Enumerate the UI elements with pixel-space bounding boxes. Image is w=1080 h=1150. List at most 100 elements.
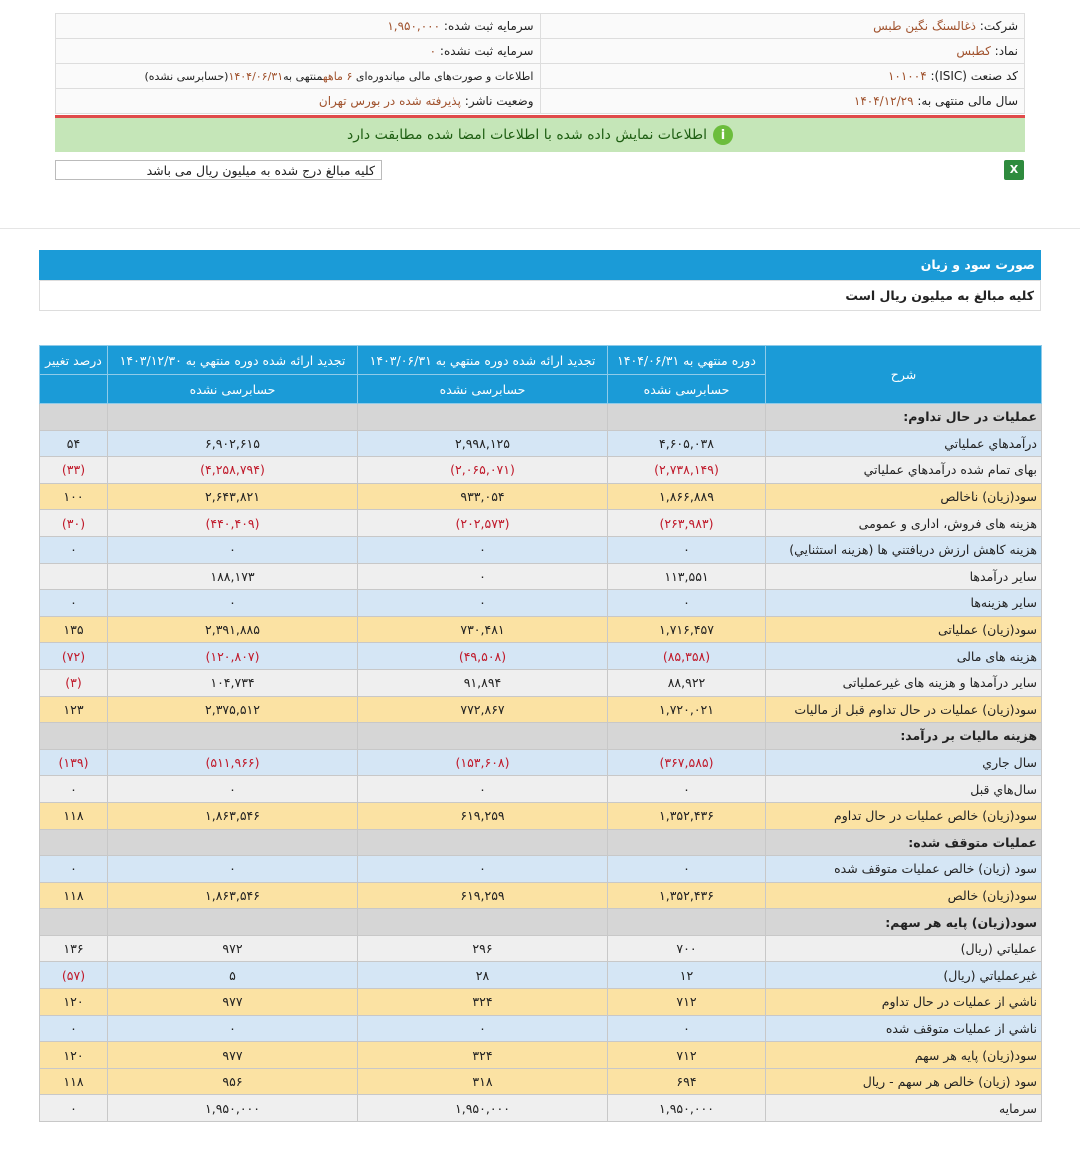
value-prior-period	[357, 908, 608, 936]
value-current: ۱۲	[607, 961, 766, 990]
value-current: ۷۰۰	[607, 934, 766, 963]
table-row: سود (زیان) خالص هر سهم - ریال ۶۹۴ ۳۱۸ ۹۵۶ ۱۱…	[39, 1067, 1042, 1096]
unreg-capital-value: ۰	[429, 44, 437, 58]
row-description: سایر درآمدها و هزینه های غیرعملیاتی	[765, 668, 1042, 697]
table-row: سایر درآمدها ۱۱۳,۵۵۱ ۰ ۱۸۸,۱۷۳	[39, 562, 1042, 591]
percent-change: ۱۲۰	[39, 988, 108, 1016]
header-col1: دوره منتهي به ۱۴۰۴/۰۶/۳۱	[607, 345, 766, 375]
value-prior-year: ۵	[107, 961, 358, 990]
row-description: سود(زیان) عملیات در حال تداوم قبل از مال…	[765, 695, 1042, 724]
percent-change: ۰	[39, 775, 108, 803]
fiscal-year-label: سال مالی منتهی به:	[917, 94, 1018, 108]
value-prior-period: ۰	[357, 535, 608, 564]
row-description: سود(زیان) خالص عملیات در حال تداوم	[765, 801, 1042, 830]
value-prior-period: (۲,۰۶۵,۰۷۱)	[357, 456, 608, 484]
row-description: بهای تمام شده درآمدهاي عملياتي	[765, 456, 1042, 484]
table-row: هزینه کاهش ارزش دریافتني ها (هزینه استثن…	[39, 535, 1042, 564]
value-current: ۱,۹۵۰,۰۰۰	[607, 1094, 766, 1123]
percent-change: ۱۱۸	[39, 1067, 108, 1096]
percent-change	[39, 722, 108, 750]
value-current	[607, 908, 766, 936]
percent-change	[39, 403, 108, 431]
value-prior-period: ۰	[357, 775, 608, 803]
value-current: ۰	[607, 855, 766, 883]
table-row: عملیاتي (ریال) ۷۰۰ ۲۹۶ ۹۷۲ ۱۳۶	[39, 934, 1042, 963]
report-cell: اطلاعات و صورت‌های مالی میاندوره‌ای ۶ ما…	[55, 63, 541, 89]
percent-change: ۰	[39, 535, 108, 564]
value-prior-year: ۶,۹۰۲,۶۱۵	[107, 429, 358, 458]
value-prior-year: ۹۷۲	[107, 934, 358, 963]
value-current: ۰	[607, 775, 766, 803]
isic-value: ۱۰۱۰۰۴	[887, 69, 927, 83]
value-prior-period: ۰	[357, 589, 608, 617]
reg-capital-label: سرمایه ثبت شده:	[443, 19, 534, 33]
value-prior-year	[107, 403, 358, 431]
percent-change: ۰	[39, 855, 108, 883]
status-value: پذیرفته شده در بورس تهران	[318, 94, 461, 108]
value-prior-year: ۱,۸۶۳,۵۴۶	[107, 881, 358, 910]
notice-text: اطلاعات نمایش داده شده با اطلاعات امضا ش…	[347, 127, 707, 143]
table-row: سود(زیان) عملیات در حال تداوم قبل از مال…	[39, 695, 1042, 724]
header-pct: درصد تغییر	[39, 345, 108, 375]
value-prior-year: ۰	[107, 1014, 358, 1043]
value-prior-year: ۱۸۸,۱۷۳	[107, 562, 358, 591]
value-prior-period: (۱۵۳,۶۰۸)	[357, 748, 608, 777]
row-description: سایر هزینه‌ها	[765, 589, 1042, 617]
reg-capital-value: ۱,۹۵۰,۰۰۰	[387, 19, 441, 33]
value-prior-year	[107, 722, 358, 750]
page-divider	[0, 228, 1080, 229]
value-prior-period: ۰	[357, 855, 608, 883]
value-prior-year: ۱,۹۵۰,۰۰۰	[107, 1094, 358, 1123]
status-label: وضعیت ناشر:	[464, 94, 534, 108]
unreg-capital-label: سرمایه ثبت نشده:	[439, 44, 534, 58]
value-current: ۱,۷۱۶,۴۵۷	[607, 615, 766, 644]
company-label: شرکت:	[979, 19, 1018, 33]
row-description: درآمدهاي عملياتي	[765, 429, 1042, 458]
value-prior-year: ۰	[107, 855, 358, 883]
value-current: ۷۱۲	[607, 1041, 766, 1069]
excel-export-icon[interactable]: X	[1004, 160, 1024, 180]
symbol-cell: نماد: کطبس	[539, 38, 1025, 64]
income-statement-table: شرح دوره منتهي به ۱۴۰۴/۰۶/۳۱ تجدید ارائه…	[39, 345, 1042, 1123]
value-prior-period: (۴۹,۵۰۸)	[357, 642, 608, 670]
section-subtitle: کلیه مبالغ به میلیون ریال است	[39, 280, 1041, 311]
table-row: سال جاري (۳۶۷,۵۸۵) (۱۵۳,۶۰۸) (۵۱۱,۹۶۶) (۱۳۹)	[39, 748, 1042, 777]
value-prior-year: ۰	[107, 775, 358, 803]
value-prior-period: ۶۱۹,۲۵۹	[357, 801, 608, 830]
value-prior-year: ۱,۸۶۳,۵۴۶	[107, 801, 358, 830]
table-row: سرمایه ۱,۹۵۰,۰۰۰ ۱,۹۵۰,۰۰۰ ۱,۹۵۰,۰۰۰ ۰	[39, 1094, 1042, 1123]
row-description: سود(زیان) پایه هر سهم:	[765, 908, 1042, 936]
header-col2: تجدید ارائه شده دوره منتهي به ۱۴۰۳/۰۶/۳۱	[357, 345, 608, 375]
section-row: عملیات متوقف شده:	[39, 828, 1042, 857]
percent-change: (۵۷)	[39, 961, 108, 990]
report-mid: منتهی به	[283, 69, 323, 83]
row-description: ناشي از عملیات متوقف شده	[765, 1014, 1042, 1043]
table-row: هزینه های فروش، اداری و عمومی (۲۶۳,۹۸۳) (۲…	[39, 509, 1042, 537]
row-description: سود(زیان) ناخالص	[765, 482, 1042, 511]
table-row: سود(زیان) عملیاتی ۱,۷۱۶,۴۵۷ ۷۳۰,۴۸۱ ۲,۳۹۱,۸…	[39, 615, 1042, 644]
value-prior-year: ۰	[107, 535, 358, 564]
value-current: ۰	[607, 1014, 766, 1043]
row-description: سایر درآمدها	[765, 562, 1042, 591]
table-row: ناشي از عملیات متوقف شده ۰ ۰ ۰ ۰	[39, 1014, 1042, 1043]
percent-change: (۷۲)	[39, 642, 108, 670]
value-prior-period: ۶۱۹,۲۵۹	[357, 881, 608, 910]
row-description: سود (زیان) خالص هر سهم - ریال	[765, 1067, 1042, 1096]
report-date: ۱۴۰۴/۰۶/۳۱	[228, 69, 284, 83]
percent-change: ۱۳۵	[39, 615, 108, 644]
isic-label: کد صنعت (ISIC):	[930, 69, 1018, 83]
value-prior-period	[357, 828, 608, 857]
value-prior-period: ۲۹۶	[357, 934, 608, 963]
row-description: سال جاري	[765, 748, 1042, 777]
value-current: ۴,۶۰۵,۰۳۸	[607, 429, 766, 458]
row-description: هزینه های فروش، اداری و عمومی	[765, 509, 1042, 537]
value-prior-year: ۹۷۷	[107, 988, 358, 1016]
value-prior-period: ۱,۹۵۰,۰۰۰	[357, 1094, 608, 1123]
section-row: عملیات در حال تداوم:	[39, 403, 1042, 431]
value-current: ۰	[607, 589, 766, 617]
value-current	[607, 828, 766, 857]
row-description: هزینه مالیات بر درآمد:	[765, 722, 1042, 750]
value-prior-period: ۳۲۴	[357, 988, 608, 1016]
company-info-table: شرکت: ذغالسنگ نگین طبس سرمایه ثبت شده: ۱…	[55, 13, 1025, 114]
value-current: ۸۸,۹۲۲	[607, 668, 766, 697]
